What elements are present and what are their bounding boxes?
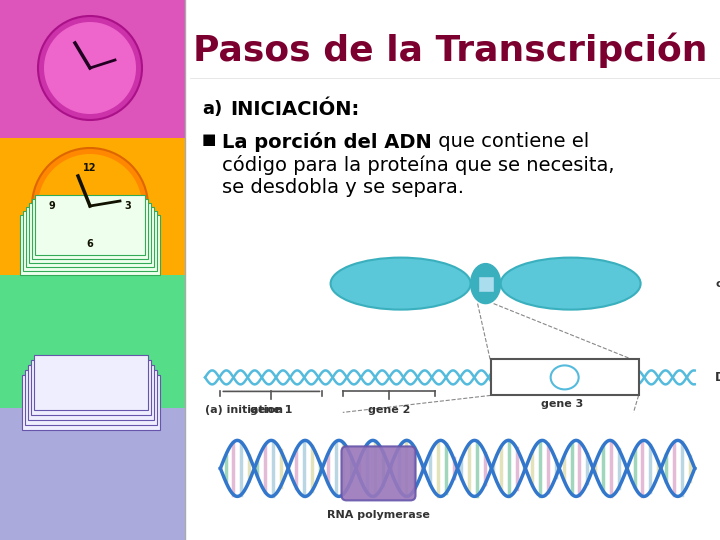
Text: 6: 6 <box>86 239 94 249</box>
Text: Pasos de la Transcripción: Pasos de la Transcripción <box>193 32 707 68</box>
Bar <box>32 199 148 259</box>
Text: chromosome: chromosome <box>715 279 720 288</box>
Bar <box>0 275 185 408</box>
Text: gene 2: gene 2 <box>367 406 410 415</box>
Text: se desdobla y se separa.: se desdobla y se separa. <box>222 178 464 197</box>
Text: gene 3: gene 3 <box>541 400 583 409</box>
Bar <box>23 211 157 271</box>
Bar <box>31 360 151 415</box>
Bar <box>477 275 494 292</box>
Ellipse shape <box>500 258 641 309</box>
Bar <box>35 195 145 255</box>
Ellipse shape <box>471 264 500 303</box>
Text: INICIACIÓN:: INICIACIÓN: <box>230 100 359 119</box>
Ellipse shape <box>330 258 471 309</box>
Text: 12: 12 <box>84 163 96 173</box>
Text: código para la proteína que se necesita,: código para la proteína que se necesita, <box>222 155 614 175</box>
Ellipse shape <box>551 366 579 389</box>
Bar <box>22 375 160 430</box>
Text: que contiene el: que contiene el <box>432 132 589 151</box>
Circle shape <box>32 148 148 264</box>
Text: ■: ■ <box>202 132 217 147</box>
Bar <box>0 0 185 138</box>
Bar <box>34 355 148 410</box>
FancyBboxPatch shape <box>341 447 415 501</box>
Text: a): a) <box>202 100 222 118</box>
Bar <box>26 207 154 267</box>
Text: DNA: DNA <box>715 371 720 384</box>
Text: 3: 3 <box>125 201 131 211</box>
Text: (a) initiation: (a) initiation <box>205 406 283 415</box>
Bar <box>0 138 185 275</box>
Bar <box>25 370 157 425</box>
Bar <box>29 203 151 263</box>
Bar <box>0 408 185 540</box>
Bar <box>491 360 639 395</box>
Text: 9: 9 <box>49 201 55 211</box>
Bar <box>28 365 154 420</box>
Text: La porción del ADN: La porción del ADN <box>222 132 432 152</box>
Bar <box>20 215 160 275</box>
Text: gene 1: gene 1 <box>251 406 292 415</box>
Circle shape <box>38 16 142 120</box>
Circle shape <box>38 154 142 258</box>
Circle shape <box>44 22 136 114</box>
Text: RNA polymerase: RNA polymerase <box>327 510 430 521</box>
